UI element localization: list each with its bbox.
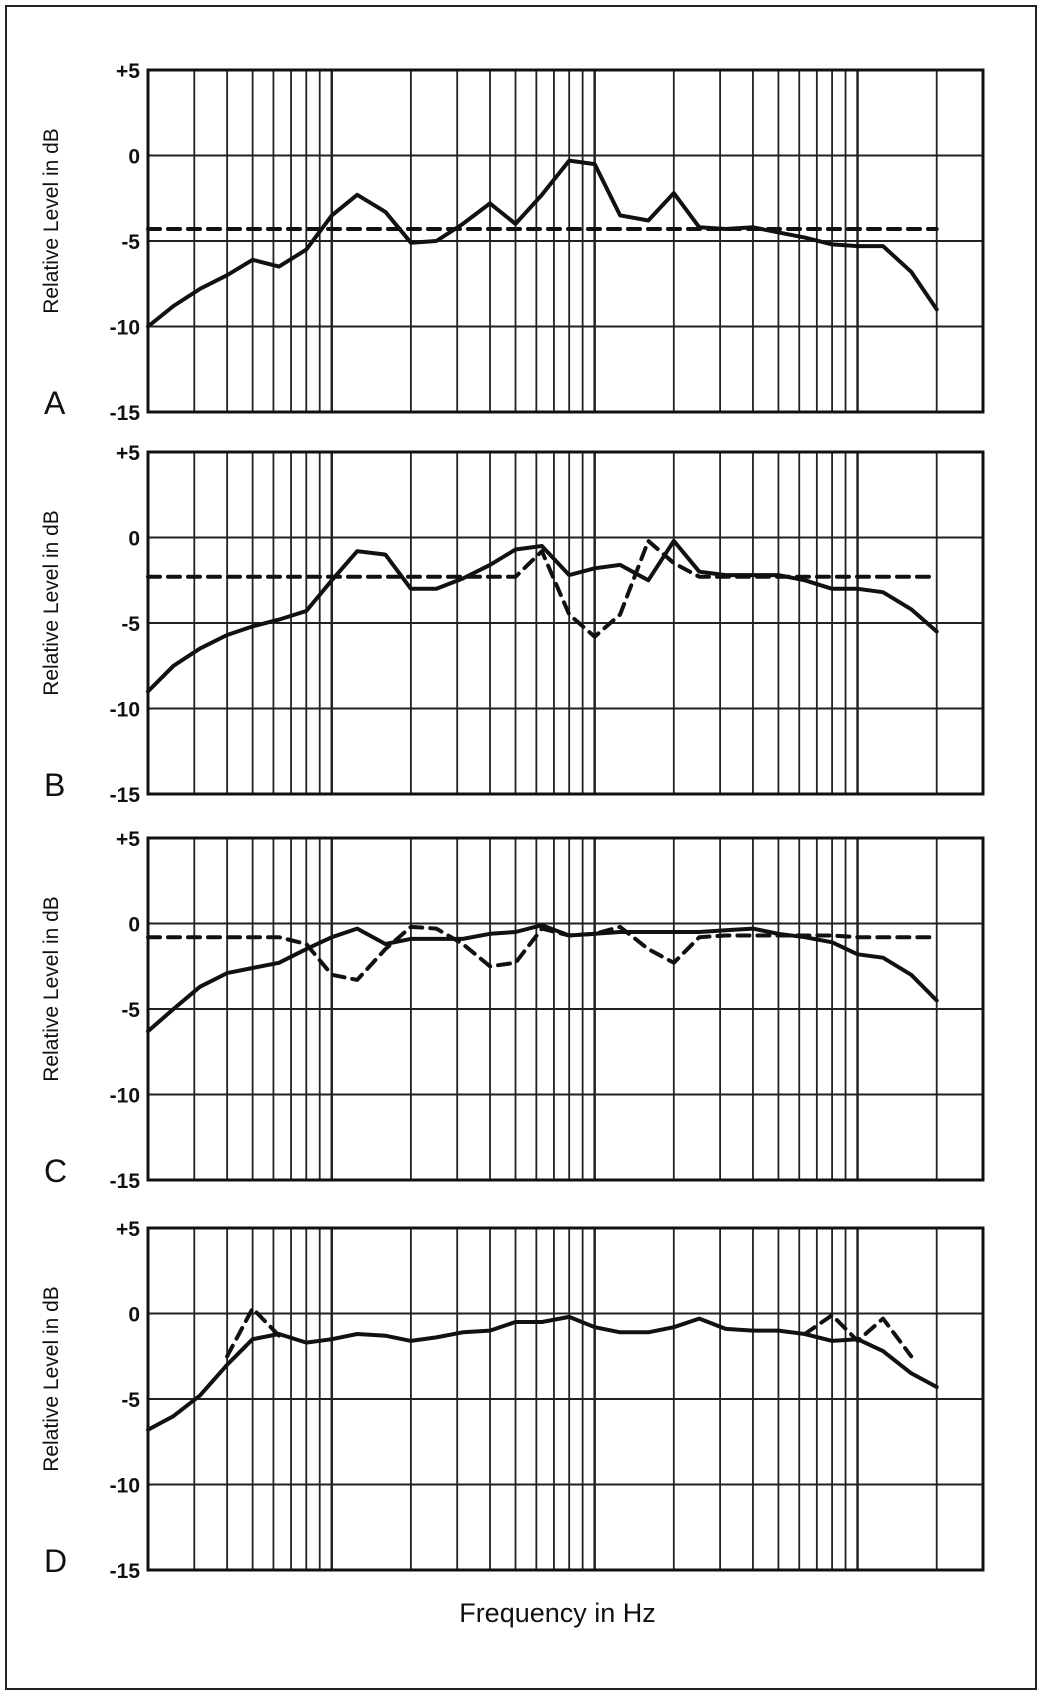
y-tick-label: -5: [121, 613, 140, 636]
y-tick-label: -15: [110, 1170, 141, 1193]
data-line: [146, 1314, 939, 1432]
panel-label: B: [44, 767, 65, 803]
y-tick-label: 0: [128, 914, 140, 937]
y-tick-label: 0: [128, 1304, 140, 1327]
y-axis-label: Relative Level in dB: [40, 1286, 63, 1472]
y-tick-label: -10: [110, 1085, 140, 1108]
x-axis-label: Frequency in Hz: [459, 1598, 656, 1628]
y-tick-label: -5: [121, 231, 140, 254]
y-tick-label: -15: [110, 402, 141, 425]
plot-border: [146, 450, 985, 796]
data-line: [146, 538, 939, 694]
panel-label: A: [44, 385, 66, 421]
y-tick-label: +5: [116, 60, 140, 83]
plot-border: [146, 836, 985, 1182]
data-line: [146, 923, 939, 1034]
frame: [5, 5, 1037, 1690]
y-axis-label: Relative Level in dB: [40, 510, 63, 696]
data-line: [146, 924, 939, 982]
y-tick-label: -10: [110, 1475, 140, 1498]
y-tick-label: 0: [128, 146, 140, 169]
y-axis-label: Relative Level in dB: [40, 128, 63, 314]
y-tick-label: -5: [121, 999, 140, 1022]
y-axis-label: Relative Level in dB: [40, 896, 63, 1082]
data-line: [146, 158, 939, 329]
data-line: [146, 538, 939, 639]
data-line: [225, 1306, 914, 1359]
y-tick-label: -10: [110, 317, 140, 340]
y-tick-label: -15: [110, 1560, 141, 1583]
plot-border: [146, 1226, 985, 1572]
plot-border: [146, 68, 985, 414]
y-tick-label: +5: [116, 828, 140, 851]
panel-label: C: [44, 1153, 67, 1189]
y-tick-label: 0: [128, 528, 140, 551]
y-tick-label: -5: [121, 1389, 140, 1412]
y-tick-label: -10: [110, 699, 140, 722]
y-tick-label: -15: [110, 784, 141, 807]
y-tick-label: +5: [116, 442, 140, 465]
y-tick-label: +5: [116, 1218, 140, 1241]
panel-label: D: [44, 1543, 67, 1579]
